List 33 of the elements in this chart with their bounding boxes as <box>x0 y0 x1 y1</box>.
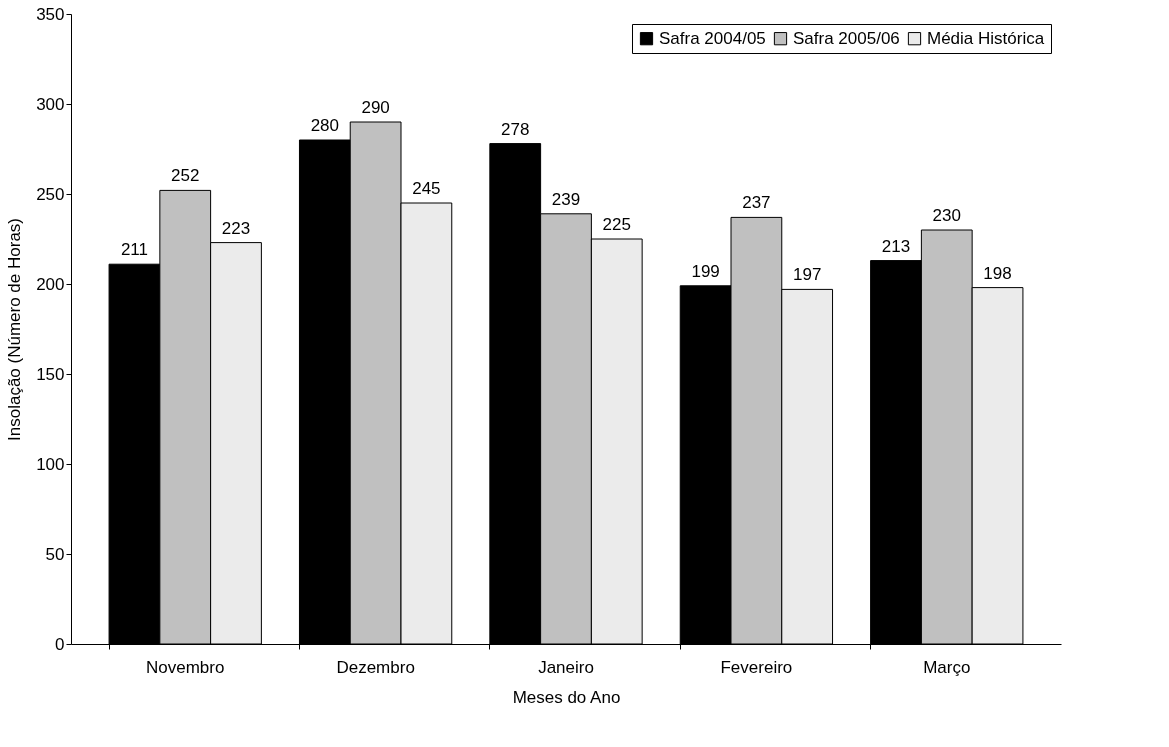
x-axis-title: Meses do Ano <box>512 687 621 707</box>
data-label: 239 <box>551 189 581 209</box>
y-axis-title: Insolação (Número de Horas) <box>5 218 25 441</box>
data-label: 280 <box>310 116 340 135</box>
x-tick-label: Dezembro <box>336 657 415 677</box>
data-label: 211 <box>120 240 149 260</box>
data-label: 230 <box>932 206 961 225</box>
data-label: 252 <box>171 166 200 186</box>
data-label: 198 <box>983 263 1012 283</box>
data-label: 278 <box>501 119 530 139</box>
legend-label: Média Histórica <box>927 28 1045 48</box>
data-label: 237 <box>742 193 771 213</box>
y-tick-label: 50 <box>45 544 65 564</box>
y-tick-label: 100 <box>36 454 65 474</box>
y-tick-label: 200 <box>36 274 65 294</box>
y-tick-label: 250 <box>36 184 65 204</box>
data-label: 213 <box>881 236 911 256</box>
y-tick-label: 300 <box>36 94 65 114</box>
y-tick-label: 350 <box>36 4 65 24</box>
data-label: 197 <box>792 265 822 285</box>
x-tick-label: Janeiro <box>538 657 594 677</box>
data-label: 199 <box>691 261 720 281</box>
x-tick-label: Março <box>923 657 971 677</box>
data-label: 225 <box>602 215 631 234</box>
y-tick-label: 0 <box>55 634 65 654</box>
x-tick-label: Novembro <box>146 657 225 677</box>
legend-label: Safra 2004/05 <box>659 28 766 48</box>
data-label: 223 <box>221 218 251 238</box>
data-label: 245 <box>412 179 441 198</box>
data-label: 290 <box>361 98 390 117</box>
legend-label: Safra 2005/06 <box>793 28 900 48</box>
x-tick-label: Fevereiro <box>720 657 793 677</box>
y-tick-label: 150 <box>36 364 65 384</box>
